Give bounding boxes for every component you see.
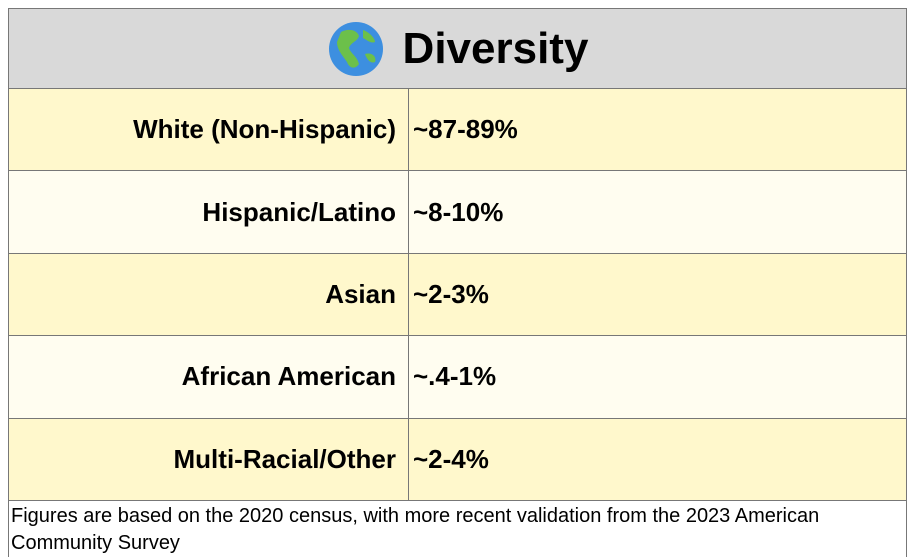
row-label: African American [9, 336, 409, 418]
title: Diversity [402, 23, 589, 73]
table-row: Hispanic/Latino ~8-10% [9, 171, 906, 254]
table-row: Asian ~2-3% [9, 253, 906, 337]
row-label: Asian [9, 253, 409, 336]
row-value: ~.4-1% [413, 361, 497, 392]
header: Diversity [9, 9, 906, 89]
row-label: White (Non-Hispanic) [9, 89, 409, 171]
globe-icon [328, 21, 383, 76]
footnote: Figures are based on the 2020 census, wi… [11, 505, 820, 554]
table-row: Multi-Racial/Other ~2-4% [9, 418, 906, 501]
row-value: ~8-10% [413, 196, 504, 227]
row-label: Multi-Racial/Other [9, 418, 409, 500]
table: Diversity White (Non-Hispanic) ~87-89% His… [8, 8, 907, 557]
row-value: ~87-89% [413, 114, 518, 145]
row-value: ~2-4% [413, 443, 489, 474]
row-value: ~2-3% [413, 278, 489, 309]
row-label: Hispanic/Latino [9, 171, 409, 253]
table-row: African American ~.4-1% [9, 336, 906, 419]
table-row: White (Non-Hispanic) ~87-89% [9, 89, 906, 172]
